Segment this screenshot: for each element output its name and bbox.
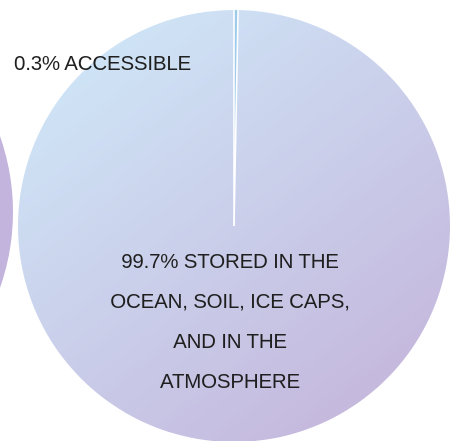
slice-label-line: 99.7% STORED IN THE bbox=[121, 250, 339, 273]
slice-label-stored: 99.7% STORED IN THE OCEAN, SOIL, ICE CAP… bbox=[95, 242, 365, 402]
slice-label-line: OCEAN, SOIL, ICE CAPS, bbox=[110, 290, 350, 313]
slice-label-accessible: 0.3% ACCESSIBLE bbox=[14, 52, 191, 76]
slice-label-line: ATMOSPHERE bbox=[160, 370, 300, 393]
partial-circle-left bbox=[0, 136, 13, 288]
slice-separator bbox=[233, 10, 239, 227]
slice-label-line: AND IN THE bbox=[173, 330, 287, 353]
slice-label-line: 0.3% ACCESSIBLE bbox=[14, 52, 192, 75]
